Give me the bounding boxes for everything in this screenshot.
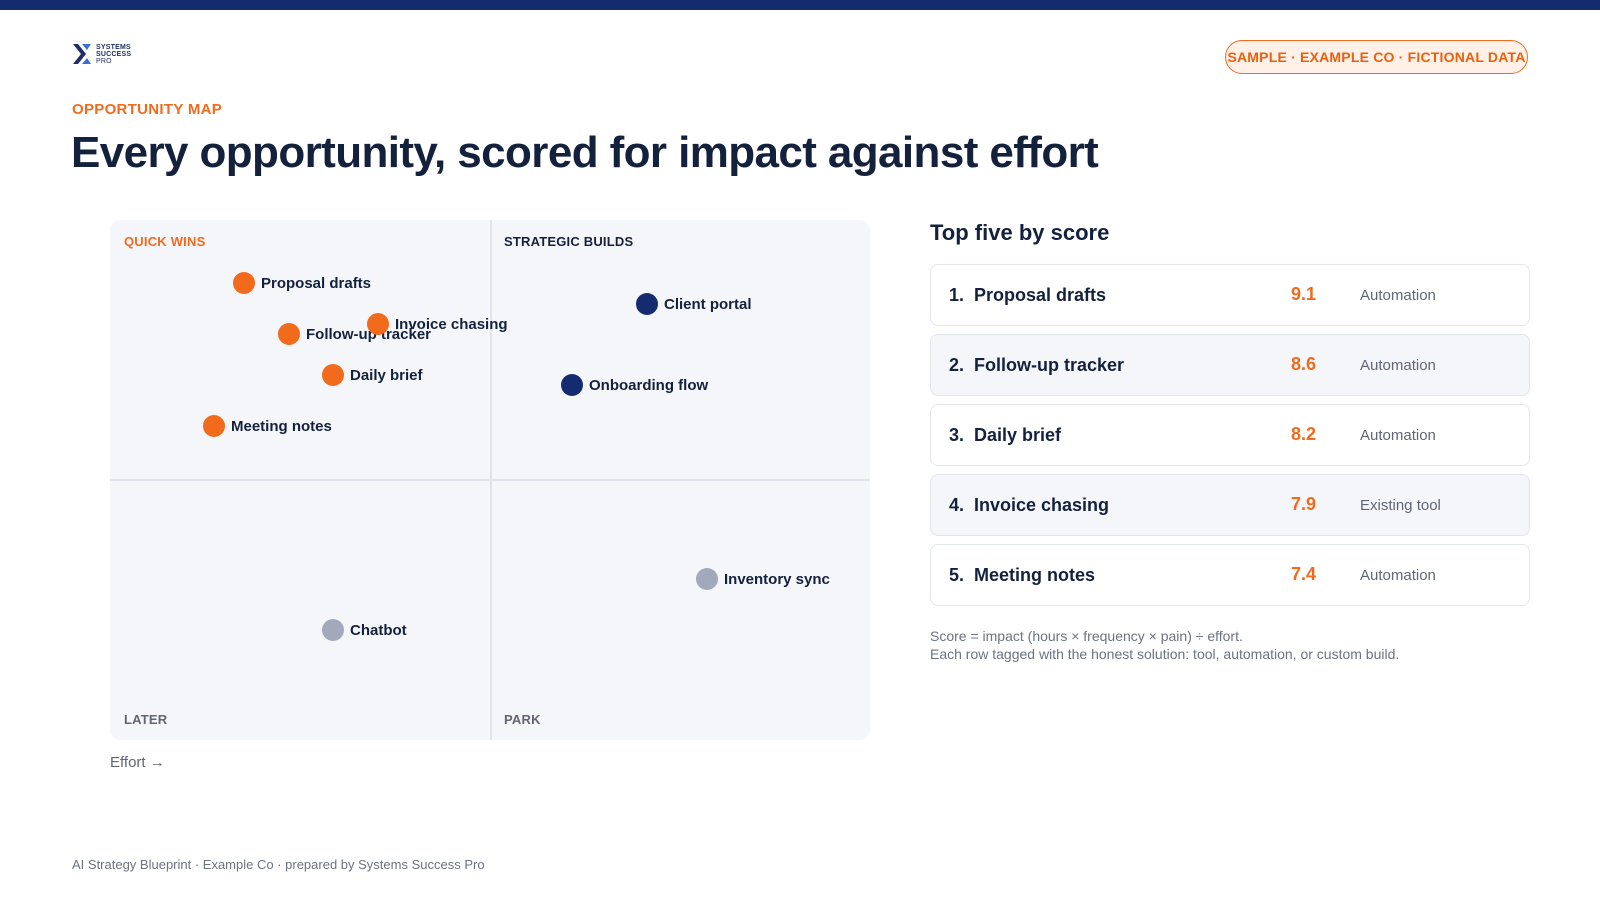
rank-solution-tag: Automation bbox=[1360, 287, 1436, 304]
matrix-point-label: Invoice chasing bbox=[395, 315, 508, 333]
ranking-row: 3. Daily brief 8.2 Automation bbox=[930, 404, 1530, 466]
logo-line-1: SYSTEMS bbox=[96, 43, 131, 51]
matrix-point: Client portal bbox=[636, 293, 752, 315]
rank-name: Meeting notes bbox=[974, 565, 1096, 585]
ranking-row: 2. Follow-up tracker 8.6 Automation bbox=[930, 334, 1530, 396]
brand-logo: SYSTEMS SUCCESS PRO bbox=[72, 42, 131, 66]
logo-wordmark: SYSTEMS SUCCESS PRO bbox=[96, 44, 131, 65]
matrix-point: Invoice chasing bbox=[367, 313, 508, 335]
rank-number: 2. bbox=[949, 355, 965, 375]
matrix-point-dot bbox=[203, 415, 225, 437]
matrix-point-dot bbox=[696, 568, 718, 590]
matrix-point: Chatbot bbox=[322, 619, 407, 641]
quadrant-label-park: PARK bbox=[504, 712, 541, 727]
matrix-point-label: Meeting notes bbox=[231, 417, 332, 435]
quadrant-label-quick-wins: QUICK WINS bbox=[124, 234, 206, 249]
matrix-point-dot bbox=[322, 364, 344, 386]
score-note: Score = impact (hours × frequency × pain… bbox=[930, 627, 1399, 663]
section-eyebrow: OPPORTUNITY MAP bbox=[72, 101, 223, 118]
matrix-point-label: Follow-up tracker bbox=[306, 325, 432, 343]
matrix-point: Daily brief bbox=[322, 364, 423, 386]
ranking-list: 1. Proposal drafts 9.1 Automation 2. Fol… bbox=[930, 264, 1530, 614]
rank-solution-tag: Automation bbox=[1360, 427, 1436, 444]
top-accent-bar bbox=[0, 0, 1600, 10]
ranking-row: 4. Invoice chasing 7.9 Existing tool bbox=[930, 474, 1530, 536]
rank-score: 9.1 bbox=[1291, 284, 1317, 304]
rank-name: Follow-up tracker bbox=[974, 355, 1125, 375]
quadrant-label-strategic-builds: STRATEGIC BUILDS bbox=[504, 234, 634, 249]
logo-line-3: PRO bbox=[96, 57, 112, 65]
rank-number: 3. bbox=[949, 425, 965, 445]
rank-name: Daily brief bbox=[974, 425, 1062, 445]
matrix-point-label: Daily brief bbox=[350, 366, 423, 384]
score-note-line: Each row tagged with the honest solution… bbox=[930, 646, 1400, 662]
matrix-horizontal-divider bbox=[110, 479, 870, 481]
matrix-point: Inventory sync bbox=[696, 568, 830, 590]
score-note-line: Score = impact (hours × frequency × pain… bbox=[930, 628, 1243, 644]
ranking-row: 1. Proposal drafts 9.1 Automation bbox=[930, 264, 1530, 326]
page-title: Every opportunity, scored for impact aga… bbox=[71, 128, 1099, 177]
rank-score: 7.9 bbox=[1291, 494, 1317, 514]
rank-score: 8.6 bbox=[1291, 354, 1317, 374]
matrix-point-dot bbox=[322, 619, 344, 641]
matrix-point-dot bbox=[561, 374, 583, 396]
matrix-point-dot bbox=[278, 323, 300, 345]
rank-number: 1. bbox=[949, 285, 965, 305]
sample-data-badge: SAMPLE · EXAMPLE CO · FICTIONAL DATA bbox=[1225, 40, 1528, 74]
logo-line-2: SUCCESS bbox=[96, 50, 132, 58]
rank-number: 5. bbox=[949, 565, 965, 585]
matrix-point-label: Proposal drafts bbox=[261, 274, 372, 292]
rank-solution-tag: Automation bbox=[1360, 357, 1436, 374]
effort-axis-label: Effort → bbox=[110, 754, 165, 771]
quadrant-label-later: LATER bbox=[124, 712, 168, 727]
matrix-point-label: Client portal bbox=[664, 295, 752, 313]
rank-number: 4. bbox=[949, 495, 965, 515]
rank-name: Invoice chasing bbox=[974, 495, 1110, 515]
rank-name: Proposal drafts bbox=[974, 285, 1107, 305]
ranking-row: 5. Meeting notes 7.4 Automation bbox=[930, 544, 1530, 606]
matrix-point-dot bbox=[367, 313, 389, 335]
matrix-point-label: Chatbot bbox=[350, 621, 407, 639]
matrix-point: Follow-up tracker bbox=[278, 323, 431, 345]
page-footer: AI Strategy Blueprint · Example Co · pre… bbox=[72, 857, 485, 872]
matrix-point: Meeting notes bbox=[203, 415, 332, 437]
rank-score: 7.4 bbox=[1291, 564, 1317, 584]
rank-solution-tag: Existing tool bbox=[1360, 497, 1441, 514]
opportunity-matrix: QUICK WINS STRATEGIC BUILDS LATER PARK P… bbox=[110, 220, 870, 740]
matrix-point: Onboarding flow bbox=[561, 374, 708, 396]
matrix-point-label: Onboarding flow bbox=[589, 376, 709, 394]
matrix-point: Proposal drafts bbox=[233, 272, 371, 294]
matrix-point-dot bbox=[233, 272, 255, 294]
rank-solution-tag: Automation bbox=[1360, 567, 1436, 584]
rank-score: 8.2 bbox=[1291, 424, 1317, 444]
ranking-title: Top five by score bbox=[930, 220, 1110, 245]
logo-mark-icon bbox=[73, 44, 91, 64]
matrix-point-label: Inventory sync bbox=[724, 570, 830, 588]
matrix-point-dot bbox=[636, 293, 658, 315]
